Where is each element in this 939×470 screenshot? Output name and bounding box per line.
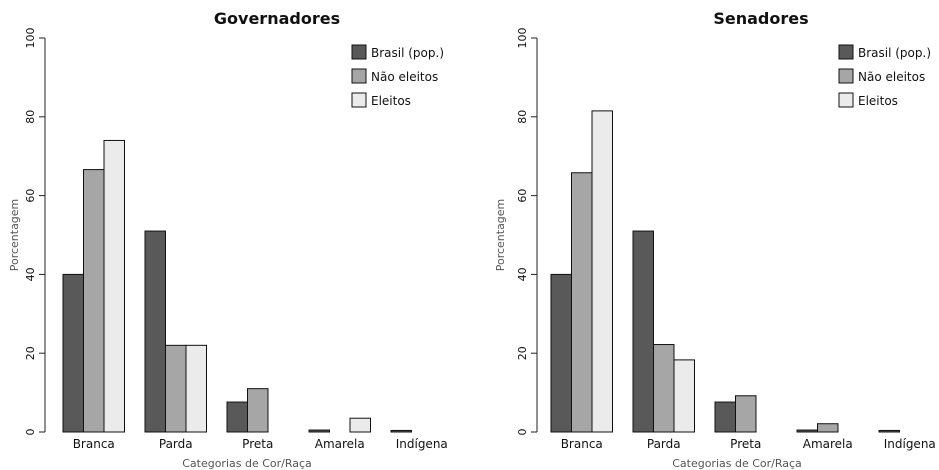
legend-label: Brasil (pop.)	[858, 46, 931, 60]
y-tick-label: 60	[24, 189, 37, 203]
x-tick-label: Branca	[73, 437, 115, 451]
x-tick-label: Amarela	[315, 437, 365, 451]
legend-label: Não eleitos	[371, 70, 438, 84]
y-tick-label: 0	[516, 429, 529, 436]
y-tick-label: 60	[516, 189, 529, 203]
y-tick-label: 80	[24, 110, 37, 124]
legend-label: Não eleitos	[858, 70, 925, 84]
bar-1-1	[62, 273, 84, 433]
chart-panel-2: Senadores 0 20 40 60 80 100 Porcentagem Branca Pa…	[494, 9, 936, 470]
bar-1-4	[796, 429, 818, 433]
legend-label: Brasil (pop.)	[371, 46, 444, 60]
legend-swatch	[351, 92, 367, 108]
x-tick-label: Branca	[561, 437, 603, 451]
legend-swatch	[838, 68, 854, 84]
y-tick-label: 40	[516, 267, 529, 281]
x-tick-label: Parda	[647, 437, 681, 451]
chart-title: Governadores	[214, 9, 340, 28]
bar-1-3	[226, 401, 248, 433]
bar-3-1	[591, 110, 613, 433]
x-tick-label: Indígena	[396, 437, 448, 451]
bar-1-5	[390, 429, 412, 433]
bar-2-2	[165, 344, 187, 433]
x-tick-label: Indígena	[884, 437, 936, 451]
legend-swatch	[351, 44, 367, 60]
bar-3-2	[673, 359, 695, 433]
chart-panel-1: Governadores 0 20 40 60 80 100 Porcentagem Branc…	[8, 9, 448, 470]
y-tick-label: 80	[516, 110, 529, 124]
legend-label: Eleitos	[858, 94, 898, 108]
legend-swatch	[838, 92, 854, 108]
x-axis-label: Categorias de Cor/Raça	[182, 457, 312, 470]
bar-2-2	[653, 344, 675, 433]
y-axis-label: Porcentagem	[8, 199, 21, 272]
y-tick-label: 20	[24, 346, 37, 360]
legend-swatch	[351, 68, 367, 84]
y-axis-label: Porcentagem	[494, 199, 507, 272]
y-tick-label: 100	[24, 28, 37, 49]
bar-3-4	[349, 417, 371, 433]
y-tick-label: 40	[24, 267, 37, 281]
bar-1-3	[714, 401, 736, 433]
x-tick-label: Preta	[242, 437, 273, 451]
y-tick-label: 100	[516, 28, 529, 49]
bar-1-5	[878, 429, 900, 433]
legend-swatch	[838, 44, 854, 60]
bar-1-2	[632, 230, 654, 433]
bar-2-1	[571, 172, 593, 433]
bar-2-1	[83, 169, 105, 433]
legend: Brasil (pop.) Não eleitos Eleitos	[838, 44, 931, 108]
x-tick-label: Parda	[159, 437, 193, 451]
bar-3-1	[103, 139, 125, 433]
bar-3-2	[185, 344, 207, 433]
bar-2-4	[817, 423, 839, 433]
bar-2-3	[735, 395, 757, 433]
legend: Brasil (pop.) Não eleitos Eleitos	[351, 44, 444, 108]
bar-2-3	[247, 388, 269, 433]
x-axis-label: Categorias de Cor/Raça	[672, 457, 802, 470]
bar-1-1	[550, 273, 572, 433]
bar-1-2	[144, 230, 166, 433]
legend-label: Eleitos	[371, 94, 411, 108]
bar-1-4	[308, 429, 330, 433]
y-tick-label: 0	[24, 429, 37, 436]
y-tick-label: 20	[516, 346, 529, 360]
chart-title: Senadores	[713, 9, 808, 28]
x-tick-label: Amarela	[803, 437, 853, 451]
x-tick-label: Preta	[730, 437, 761, 451]
